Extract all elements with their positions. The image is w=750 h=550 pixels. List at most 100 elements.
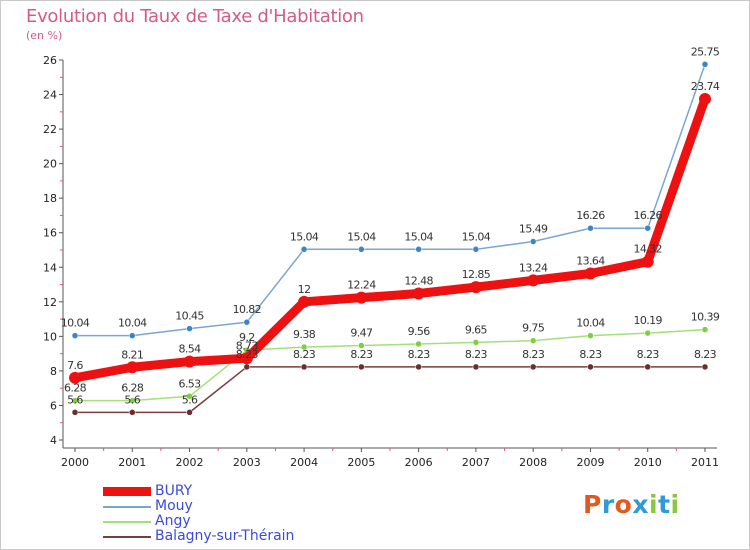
data-label: 15.04 [290, 230, 319, 243]
data-point [472, 363, 480, 371]
data-label: 5.6 [67, 393, 83, 406]
data-label: 10.04 [118, 317, 147, 330]
x-tick-label: 2007 [462, 456, 490, 469]
legend-swatch-mouy [103, 506, 151, 508]
data-label: 8.23 [465, 348, 488, 361]
data-label: 9.2 [239, 331, 255, 344]
data-point [699, 93, 711, 106]
data-point [243, 363, 251, 371]
data-label: 9.38 [293, 328, 316, 341]
legend-label-bury: BURY [155, 483, 193, 499]
y-tick-label: 4 [50, 434, 57, 447]
series-line-1 [74, 63, 706, 337]
data-point [186, 409, 193, 416]
data-point [584, 267, 597, 280]
proxiti-logo: Proxiti [583, 490, 680, 519]
data-label: 23.74 [691, 80, 720, 93]
x-tick-label: 2004 [290, 456, 318, 469]
data-point [355, 291, 368, 304]
data-label: 10.04 [576, 317, 605, 330]
data-point [69, 371, 81, 384]
data-label: 12.24 [347, 279, 376, 292]
data-label: 8.23 [350, 348, 373, 361]
data-label: 8.54 [178, 343, 201, 356]
series-line-3 [74, 366, 706, 414]
legend-swatch-balagny [103, 536, 151, 538]
data-point [183, 355, 196, 368]
data-label: 7.6 [67, 359, 83, 372]
y-tick-label: 26 [43, 54, 57, 67]
x-tick-label: 2009 [576, 456, 604, 469]
data-point [358, 246, 365, 253]
data-label: 6.53 [178, 377, 201, 390]
data-label: 8.21 [121, 348, 143, 361]
data-label: 10.45 [175, 310, 204, 323]
data-label: 15.04 [462, 230, 491, 243]
data-point [644, 224, 651, 232]
series-line-0 [70, 94, 710, 383]
data-label: 12.48 [404, 275, 433, 288]
data-label: 14.32 [633, 243, 662, 256]
x-tick-label: 2010 [634, 456, 662, 469]
data-point [701, 326, 709, 333]
x-tick-label: 2006 [405, 456, 433, 469]
y-tick-label: 20 [43, 158, 57, 171]
series-line-2 [74, 328, 706, 402]
data-point [415, 246, 422, 253]
data-label: 12.85 [462, 268, 491, 281]
y-tick-label: 6 [50, 399, 57, 412]
data-label: 8.23 [408, 348, 431, 361]
data-label: 15.04 [404, 230, 433, 243]
y-tick-label: 18 [43, 192, 57, 205]
y-tick-label: 22 [43, 123, 57, 136]
data-label: 8.73 [236, 339, 259, 352]
data-point [129, 332, 136, 339]
data-label: 8.23 [579, 348, 602, 361]
y-tick-label: 10 [43, 330, 57, 343]
legend-label-angy: Angy [155, 513, 191, 529]
data-point [587, 332, 594, 339]
data-point [358, 342, 365, 349]
data-point [300, 363, 308, 371]
data-label: 8.23 [522, 348, 545, 361]
data-label: 16.26 [576, 209, 605, 222]
x-tick-label: 2000 [61, 456, 89, 469]
data-label: 8.23 [293, 348, 316, 361]
data-point [126, 361, 139, 374]
y-tick-label: 8 [50, 365, 57, 378]
data-point [186, 393, 193, 400]
y-axis-unit-label: (en %) [26, 29, 63, 42]
x-tick-label: 2008 [519, 456, 547, 469]
data-point [527, 274, 540, 287]
data-point [415, 363, 422, 371]
data-point [587, 224, 594, 232]
x-tick-label: 2001 [118, 456, 146, 469]
y-tick-label: 14 [43, 261, 57, 274]
data-point [644, 329, 651, 337]
y-tick-label: 24 [43, 89, 57, 102]
data-label: 5.6 [124, 393, 140, 406]
legend-swatch-angy [103, 521, 151, 523]
data-point [243, 318, 251, 326]
data-point [240, 352, 253, 365]
data-label: 15.49 [519, 223, 548, 236]
data-label: 15.04 [347, 230, 376, 243]
data-point [701, 61, 709, 68]
data-label: 10.04 [61, 317, 90, 330]
data-label: 10.19 [633, 314, 662, 327]
x-tick-label: 2011 [691, 456, 719, 469]
legend-swatch-bury [103, 487, 151, 496]
data-point [71, 397, 79, 404]
x-tick-label: 2005 [347, 456, 375, 469]
data-point [529, 238, 537, 245]
data-point [472, 246, 480, 253]
data-point [529, 363, 537, 371]
data-label: 5.6 [182, 393, 198, 406]
data-point [358, 363, 365, 371]
data-point [71, 409, 79, 416]
data-point [644, 363, 651, 371]
data-point [186, 325, 193, 332]
data-point [469, 281, 482, 294]
legend-label-mouy: Mouy [155, 498, 193, 514]
